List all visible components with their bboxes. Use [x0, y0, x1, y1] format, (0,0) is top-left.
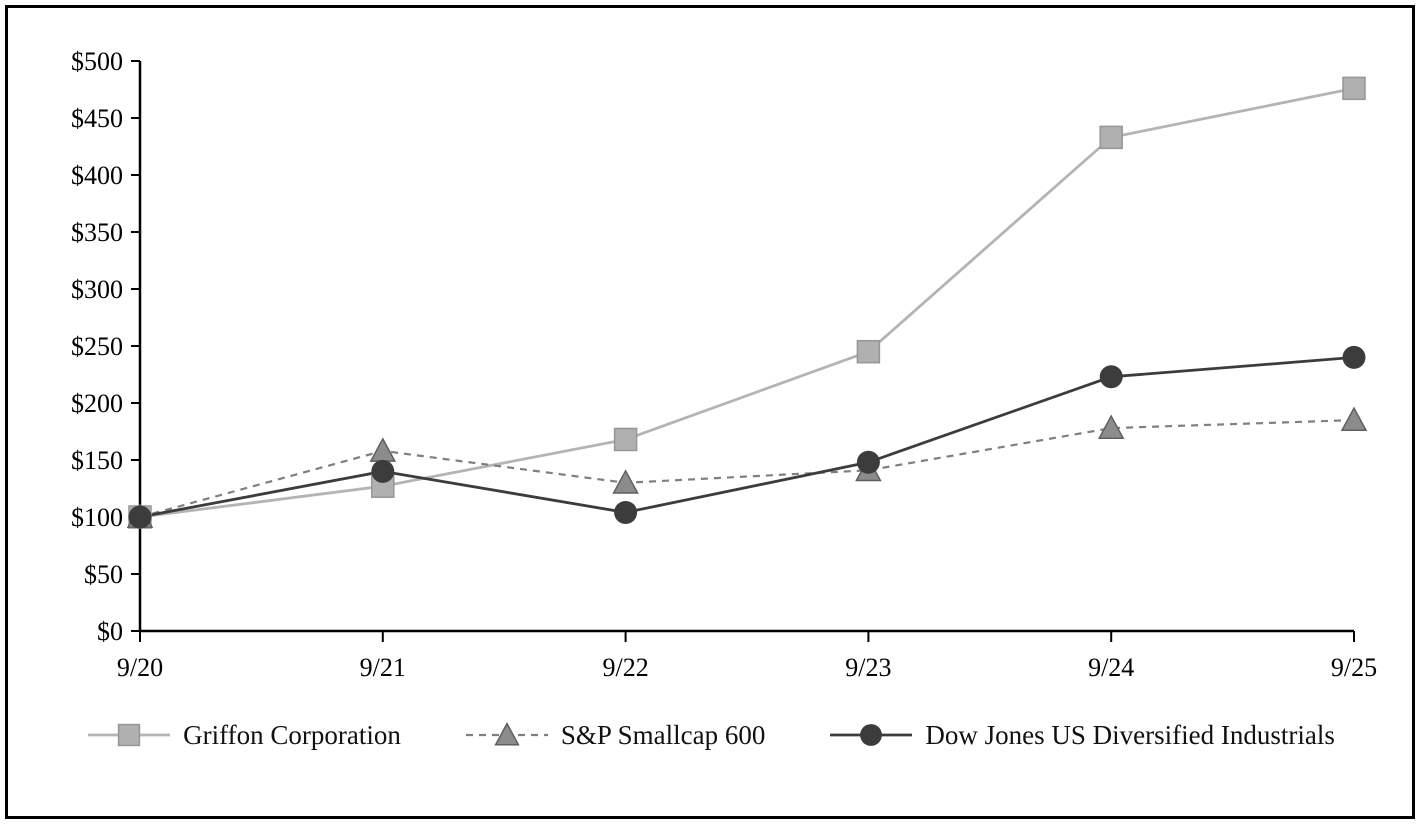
legend-circle-marker-icon [830, 724, 913, 746]
svg-text:$50: $50 [84, 560, 123, 589]
svg-text:$400: $400 [71, 161, 123, 190]
legend-item-griffon: Griffon Corporation [85, 718, 401, 752]
svg-text:$450: $450 [71, 104, 123, 133]
svg-text:$350: $350 [71, 218, 123, 247]
svg-text:$150: $150 [71, 446, 123, 475]
svg-text:9/20: 9/20 [117, 653, 163, 682]
svg-text:$200: $200 [71, 389, 123, 418]
svg-text:$500: $500 [71, 47, 123, 76]
chart-legend: Griffon Corporation S&P Smallcap 600 Dow… [8, 718, 1412, 752]
svg-text:9/25: 9/25 [1331, 653, 1377, 682]
legend-label-dow-jones: Dow Jones US Diversified Industrials [925, 719, 1335, 750]
svg-text:$0: $0 [97, 617, 123, 646]
svg-text:9/23: 9/23 [845, 653, 891, 682]
legend-item-sp-smallcap: S&P Smallcap 600 [463, 718, 766, 752]
svg-text:$250: $250 [71, 332, 123, 361]
performance-line-chart: $0 $50 $100 $150 $200 $250 $300 $350 $400 $450 $50… [71, 47, 1377, 682]
svg-text:$300: $300 [71, 275, 123, 304]
svg-text:$100: $100 [71, 503, 123, 532]
chart-frame: $0 $50 $100 $150 $200 $250 $300 $350 $400 $450 $50… [5, 5, 1415, 819]
legend-triangle-marker-icon [465, 722, 548, 746]
legend-label-griffon: Griffon Corporation [183, 719, 401, 750]
svg-text:9/24: 9/24 [1088, 653, 1134, 682]
svg-text:9/21: 9/21 [360, 653, 406, 682]
legend-item-dow-jones: Dow Jones US Diversified Industrials [827, 718, 1335, 752]
legend-square-marker-icon [88, 723, 171, 747]
legend-label-sp-smallcap: S&P Smallcap 600 [560, 719, 766, 750]
svg-text:9/22: 9/22 [602, 653, 648, 682]
